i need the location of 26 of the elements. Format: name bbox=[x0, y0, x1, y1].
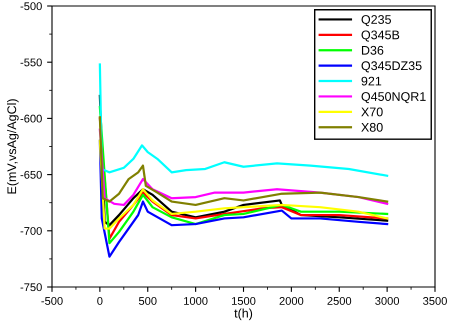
x-tick-label: 2000 bbox=[280, 297, 304, 305]
x-tick-label: 2500 bbox=[327, 297, 352, 305]
legend-label: Q345DZ35 bbox=[362, 61, 422, 72]
y-tick-label: -650 bbox=[20, 170, 42, 179]
x-tick-label: 0 bbox=[97, 297, 103, 305]
y-tick-label: -750 bbox=[20, 283, 42, 292]
legend-label: Q345B bbox=[362, 30, 400, 42]
x-tick-label: 1000 bbox=[184, 297, 208, 305]
line-series bbox=[98, 140, 388, 230]
legend-label: Q450NQR1 bbox=[362, 92, 426, 104]
x-axis-title: t(h) bbox=[234, 308, 252, 320]
legend-label: D36 bbox=[362, 46, 384, 55]
x-tick-label: 3500 bbox=[423, 297, 447, 305]
legend-label: X70 bbox=[361, 107, 383, 116]
x-tick-label: 1500 bbox=[232, 297, 256, 305]
legend-label: X80 bbox=[361, 122, 383, 132]
legend-label: 921 bbox=[362, 76, 382, 86]
y-tick-label: -700 bbox=[20, 227, 42, 235]
x-tick-label: -500 bbox=[41, 297, 63, 305]
y-axis-title: E(mV,vsAg/AgCl) bbox=[7, 99, 19, 194]
y-tick-label: -600 bbox=[20, 114, 42, 123]
x-tick-label: 3000 bbox=[375, 297, 400, 305]
legend-label: Q235 bbox=[362, 15, 391, 26]
y-tick-label: -550 bbox=[20, 58, 42, 66]
y-tick-label: -500 bbox=[20, 2, 42, 10]
x-tick-label: 500 bbox=[138, 297, 157, 305]
